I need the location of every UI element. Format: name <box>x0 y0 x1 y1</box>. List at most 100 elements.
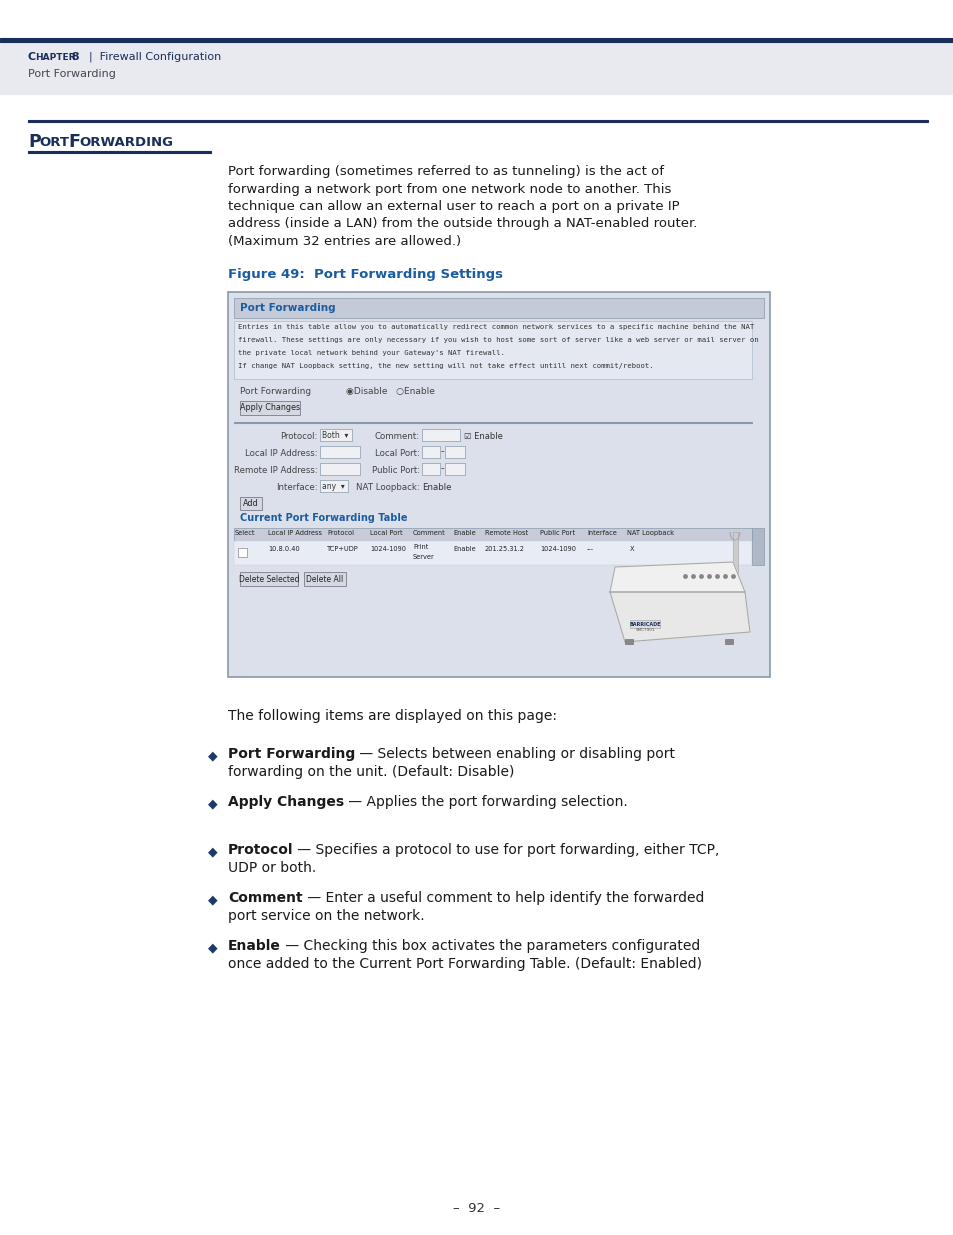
Bar <box>421 463 439 475</box>
Text: NAT Loopback:: NAT Loopback: <box>355 483 419 492</box>
Bar <box>319 446 359 458</box>
Text: 10.8.0.40: 10.8.0.40 <box>268 546 299 552</box>
Text: BARRICADE: BARRICADE <box>629 622 660 627</box>
Text: — Enter a useful comment to help identify the forwarded: — Enter a useful comment to help identif… <box>302 890 703 905</box>
Text: firewall. These settings are only necessary if you wish to host some sort of ser: firewall. These settings are only necess… <box>237 337 758 343</box>
Text: (Maximum 32 entries are allowed.): (Maximum 32 entries are allowed.) <box>228 235 460 248</box>
Text: Local Port:: Local Port: <box>375 450 419 458</box>
Text: Port Forwarding: Port Forwarding <box>28 69 115 79</box>
Text: once added to the Current Port Forwarding Table. (Default: Enabled): once added to the Current Port Forwardin… <box>228 957 701 971</box>
Text: C: C <box>28 52 36 62</box>
Text: Apply Changes: Apply Changes <box>240 404 300 412</box>
Text: Local Port: Local Port <box>370 530 402 536</box>
Bar <box>233 321 751 379</box>
Text: Local IP Address: Local IP Address <box>268 530 322 536</box>
Text: — Checking this box activates the parameters configurated: — Checking this box activates the parame… <box>280 939 700 953</box>
Text: NAT Loopback: NAT Loopback <box>626 530 673 536</box>
Bar <box>240 496 262 510</box>
Text: Add: Add <box>243 499 258 508</box>
Bar <box>233 541 751 564</box>
Text: TCP+UDP: TCP+UDP <box>327 546 358 552</box>
Text: ☑ Enable: ☑ Enable <box>463 432 502 441</box>
Text: Select: Select <box>234 530 255 536</box>
Text: 201.25.31.2: 201.25.31.2 <box>484 546 524 552</box>
Text: Protocol:: Protocol: <box>280 432 317 441</box>
Text: P: P <box>28 133 41 151</box>
Text: Figure 49:  Port Forwarding Settings: Figure 49: Port Forwarding Settings <box>228 268 502 282</box>
Text: -: - <box>440 446 444 456</box>
Text: Comment: Comment <box>228 890 302 905</box>
Polygon shape <box>609 562 744 592</box>
Text: UDP or both.: UDP or both. <box>228 861 315 876</box>
Bar <box>751 529 763 564</box>
Text: — Applies the port forwarding selection.: — Applies the port forwarding selection. <box>344 795 627 809</box>
Text: Remote IP Address:: Remote IP Address: <box>234 466 317 475</box>
Text: |  Firewall Configuration: | Firewall Configuration <box>82 52 221 62</box>
Text: ◆: ◆ <box>208 748 217 762</box>
Bar <box>304 572 346 585</box>
Text: Protocol: Protocol <box>327 530 354 536</box>
Bar <box>28 151 211 152</box>
Text: 8: 8 <box>68 52 79 62</box>
Bar <box>319 480 348 492</box>
Text: ◉Disable   ○Enable: ◉Disable ○Enable <box>346 387 435 396</box>
Text: F: F <box>68 133 80 151</box>
Text: Port forwarding (sometimes referred to as tunneling) is the act of: Port forwarding (sometimes referred to a… <box>228 165 663 178</box>
Text: — Specifies a protocol to use for port forwarding, either TCP,: — Specifies a protocol to use for port f… <box>294 844 720 857</box>
Bar <box>319 463 359 475</box>
Bar <box>233 529 751 541</box>
Text: 1024-1090: 1024-1090 <box>370 546 406 552</box>
Text: ◆: ◆ <box>208 893 217 906</box>
Text: Print: Print <box>413 543 428 550</box>
Text: Both  ▾: Both ▾ <box>322 431 348 440</box>
Text: -: - <box>440 463 444 473</box>
Text: any  ▾: any ▾ <box>322 482 344 492</box>
Text: Enable: Enable <box>421 483 451 492</box>
Text: Interface: Interface <box>586 530 617 536</box>
Text: ◆: ◆ <box>208 845 217 858</box>
Bar <box>624 638 633 643</box>
Text: Delete All: Delete All <box>306 574 343 583</box>
Text: Port Forwarding: Port Forwarding <box>240 303 335 312</box>
Bar <box>724 638 732 643</box>
Bar <box>233 298 763 317</box>
Text: forwarding a network port from one network node to another. This: forwarding a network port from one netwo… <box>228 183 671 195</box>
Text: — Selects between enabling or disabling port: — Selects between enabling or disabling … <box>355 747 675 761</box>
Bar <box>0 42 953 94</box>
Text: technique can allow an external user to reach a port on a private IP: technique can allow an external user to … <box>228 200 679 212</box>
Text: Port Forwarding: Port Forwarding <box>240 387 311 396</box>
Text: ORWARDING: ORWARDING <box>79 136 172 148</box>
Bar <box>237 548 247 557</box>
Text: port service on the network.: port service on the network. <box>228 909 424 923</box>
Bar <box>421 446 439 458</box>
Text: Delete Selected: Delete Selected <box>238 574 299 583</box>
Bar <box>28 120 927 122</box>
Text: –  92  –: – 92 – <box>453 1202 500 1214</box>
Text: Public Port:: Public Port: <box>372 466 419 475</box>
Bar <box>228 291 769 677</box>
Text: Remote Host: Remote Host <box>484 530 528 536</box>
Text: Comment:: Comment: <box>375 432 419 441</box>
Text: Server: Server <box>413 555 435 559</box>
Text: Apply Changes: Apply Changes <box>228 795 344 809</box>
Text: Current Port Forwarding Table: Current Port Forwarding Table <box>240 513 407 522</box>
Text: ◆: ◆ <box>208 797 217 810</box>
Text: Interface:: Interface: <box>276 483 317 492</box>
Text: Enable: Enable <box>453 546 476 552</box>
Bar <box>319 429 352 441</box>
Text: ORT: ORT <box>39 136 69 148</box>
Text: The following items are displayed on this page:: The following items are displayed on thi… <box>228 709 557 722</box>
Text: 1024-1090: 1024-1090 <box>539 546 576 552</box>
Bar <box>240 401 299 415</box>
Bar <box>240 572 297 585</box>
Bar <box>421 429 459 441</box>
Bar <box>444 446 464 458</box>
Text: Entries in this table allow you to automatically redirect common network service: Entries in this table allow you to autom… <box>237 324 754 330</box>
Text: ---: --- <box>586 546 594 552</box>
Text: Protocol: Protocol <box>228 844 294 857</box>
Text: HAPTER: HAPTER <box>35 53 75 62</box>
Text: forwarding on the unit. (Default: Disable): forwarding on the unit. (Default: Disabl… <box>228 764 514 779</box>
Text: Enable: Enable <box>453 530 476 536</box>
Text: Public Port: Public Port <box>539 530 575 536</box>
Text: Comment: Comment <box>413 530 445 536</box>
